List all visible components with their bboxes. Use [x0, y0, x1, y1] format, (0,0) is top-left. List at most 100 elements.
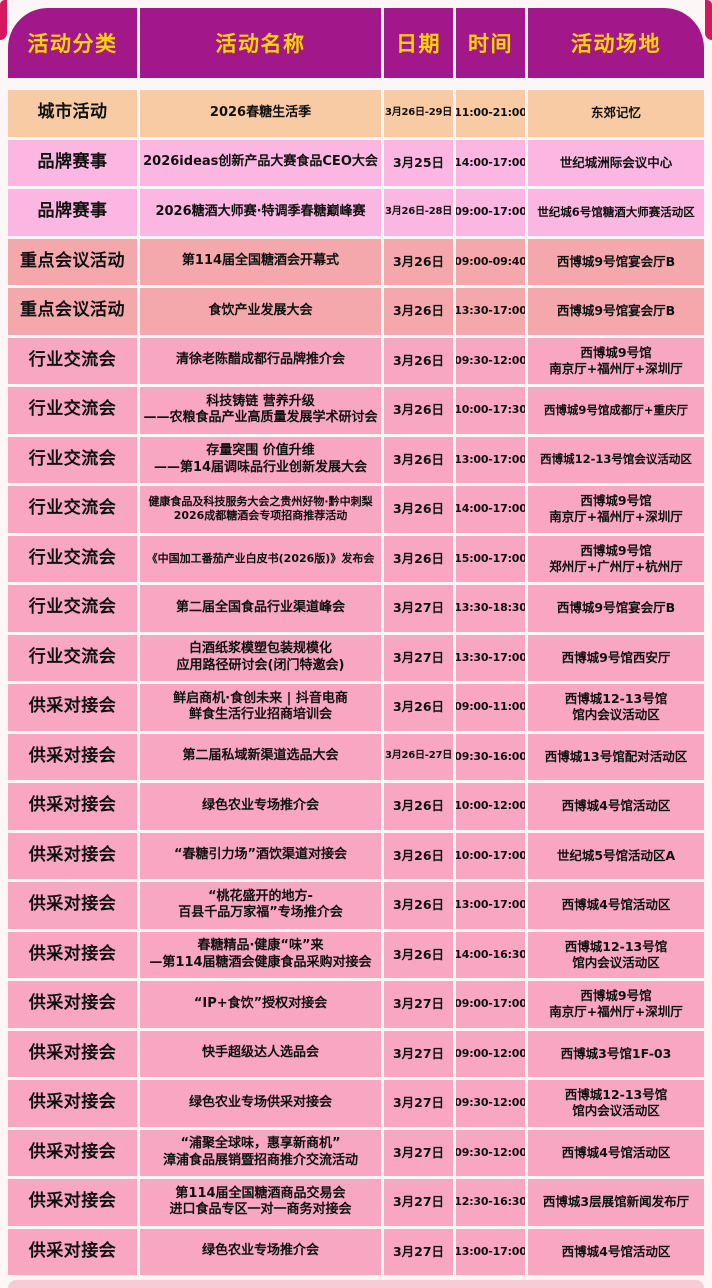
- date-cell: 3月26日: [384, 486, 453, 533]
- date-cell: 3月26日-29日: [384, 90, 453, 137]
- table-row: 供采对接会 第二届私域新渠道选品大会 3月26日-27日 09:30-16:00 西博城…: [8, 733, 704, 780]
- name-cell: 绿色农业专场供采对接会: [140, 1080, 381, 1127]
- name-cell: 白酒纸浆模塑包装规模化 应用路径研讨会(闭门特邀会): [140, 634, 381, 681]
- time-cell: 09:30-12:00: [456, 337, 525, 384]
- name-cell: 2026春糖生活季: [140, 90, 381, 137]
- name-cell: 第二届私域新渠道选品大会: [140, 733, 381, 780]
- name-cell: 第二届全国食品行业渠道峰会: [140, 585, 381, 632]
- venue-cell: 西博城4号馆活动区: [528, 1129, 704, 1176]
- venue-cell: 西博城9号馆宴会厅B: [528, 238, 704, 285]
- time-cell: 11:00-21:00: [456, 90, 525, 137]
- time-cell: 13:00-17:00: [456, 1228, 525, 1275]
- date-cell: 3月26日: [384, 337, 453, 384]
- date-cell: 3月26日-28日: [384, 189, 453, 236]
- table-body: 城市活动 2026春糖生活季 3月26日-29日 11:00-21:00 东郊记忆 品牌赛…: [8, 90, 704, 1275]
- name-cell: 绿色农业专场推介会: [140, 783, 381, 830]
- name-cell: “春糖引力场”酒饮渠道对接会: [140, 832, 381, 879]
- table-row: 供采对接会 鲜启商机·食创未来 | 抖音电商 鲜食生活行业招商培训会 3月26日 09…: [8, 684, 704, 731]
- time-cell: 13:00-17:00: [456, 882, 525, 929]
- time-cell: 13:30-17:00: [456, 634, 525, 681]
- name-cell: 绿色农业专场推介会: [140, 1228, 381, 1275]
- category-cell: 供采对接会: [8, 1030, 137, 1077]
- header-cell-venue: 活动场地: [528, 8, 704, 78]
- venue-cell: 世纪城6号馆糖酒大师赛活动区: [528, 189, 704, 236]
- time-cell: 09:00-11:00: [456, 684, 525, 731]
- table-row: 供采对接会 “浦聚全球味，惠享新商机” 漳浦食品展销暨招商推介交流活动 3月27日 0…: [8, 1129, 704, 1176]
- table-row: 行业交流会 清徐老陈醋成都行品牌推介会 3月26日 09:30-12:00 西博城9号馆…: [8, 337, 704, 384]
- date-cell: 3月27日: [384, 981, 453, 1028]
- time-cell: 14:00-17:00: [456, 139, 525, 186]
- venue-cell: 西博城12-13号馆 馆内会议活动区: [528, 931, 704, 978]
- time-cell: 10:00-17:30: [456, 387, 525, 434]
- time-cell: 10:00-12:00: [456, 783, 525, 830]
- venue-cell: 西博城9号馆 南京厅+福州厅+深圳厅: [528, 486, 704, 533]
- name-cell: 存量突围 价值升维 ——第14届调味品行业创新发展大会: [140, 436, 381, 483]
- event-schedule-table: 活动分类 活动名称 日期 时间 活动场地 城市活动 2026春糖生活季 3月26日-…: [8, 8, 704, 1275]
- date-cell: 3月26日: [384, 684, 453, 731]
- date-cell: 3月27日: [384, 585, 453, 632]
- venue-cell: 西博城9号馆 南京厅+福州厅+深圳厅: [528, 981, 704, 1028]
- date-cell: 3月26日: [384, 387, 453, 434]
- date-cell: 3月26日: [384, 535, 453, 582]
- table-row: 行业交流会 科技铸链 营养升级 ——农粮食品产业高质量发展学术研讨会 3月26日 10…: [8, 387, 704, 434]
- date-cell: 3月27日: [384, 1030, 453, 1077]
- venue-cell: 世纪城洲际会议中心: [528, 139, 704, 186]
- time-cell: 09:00-17:00: [456, 981, 525, 1028]
- name-cell: “IP+食饮”授权对接会: [140, 981, 381, 1028]
- category-cell: 供采对接会: [8, 931, 137, 978]
- category-cell: 供采对接会: [8, 684, 137, 731]
- category-cell: 行业交流会: [8, 337, 137, 384]
- table-row: 供采对接会 “IP+食饮”授权对接会 3月27日 09:00-17:00 西博城9号馆 …: [8, 981, 704, 1028]
- category-cell: 行业交流会: [8, 486, 137, 533]
- venue-cell: 西博城4号馆活动区: [528, 1228, 704, 1275]
- venue-cell: 西博城9号馆 南京厅+福州厅+深圳厅: [528, 337, 704, 384]
- date-cell: 3月27日: [384, 1179, 453, 1226]
- category-cell: 品牌赛事: [8, 189, 137, 236]
- table-row: 供采对接会 绿色农业专场推介会 3月27日 13:00-17:00 西博城4号馆活动区: [8, 1228, 704, 1275]
- time-cell: 14:00-16:30: [456, 931, 525, 978]
- table-row: 品牌赛事 2026ideas创新产品大赛食品CEO大会 3月25日 14:00-17:…: [8, 139, 704, 186]
- name-cell: 第114届全国糖酒会开幕式: [140, 238, 381, 285]
- header-cell-date: 日期: [384, 8, 453, 78]
- time-cell: 15:00-17:00: [456, 535, 525, 582]
- table-row: 供采对接会 春糖精品·健康“味”来 —第114届糖酒会健康食品采购对接会 3月26日…: [8, 931, 704, 978]
- venue-cell: 世纪城5号馆活动区A: [528, 832, 704, 879]
- venue-cell: 西博城12-13号馆 馆内会议活动区: [528, 684, 704, 731]
- date-cell: 3月26日: [384, 783, 453, 830]
- time-cell: 09:30-12:00: [456, 1080, 525, 1127]
- name-cell: 科技铸链 营养升级 ——农粮食品产业高质量发展学术研讨会: [140, 387, 381, 434]
- table-row: 行业交流会 《中国加工番茄产业白皮书(2026版)》发布会 3月26日 15:00-1…: [8, 535, 704, 582]
- category-cell: 行业交流会: [8, 535, 137, 582]
- name-cell: 第114届全国糖酒商品交易会 进口食品专区一对一商务对接会: [140, 1179, 381, 1226]
- name-cell: 清徐老陈醋成都行品牌推介会: [140, 337, 381, 384]
- date-cell: 3月26日: [384, 436, 453, 483]
- category-cell: 供采对接会: [8, 1129, 137, 1176]
- venue-cell: 西博城12-13号馆会议活动区: [528, 436, 704, 483]
- date-cell: 3月27日: [384, 1080, 453, 1127]
- time-cell: 09:30-16:00: [456, 733, 525, 780]
- venue-cell: 西博城13号馆配对活动区: [528, 733, 704, 780]
- venue-cell: 西博城9号馆 郑州厅+广州厅+杭州厅: [528, 535, 704, 582]
- time-cell: 13:30-17:00: [456, 288, 525, 335]
- name-cell: 2026ideas创新产品大赛食品CEO大会: [140, 139, 381, 186]
- category-cell: 行业交流会: [8, 585, 137, 632]
- header-cell-name: 活动名称: [140, 8, 381, 78]
- date-cell: 3月26日-27日: [384, 733, 453, 780]
- category-cell: 供采对接会: [8, 1179, 137, 1226]
- corner-decoration-right: [705, 0, 712, 40]
- table-row: 行业交流会 白酒纸浆模塑包装规模化 应用路径研讨会(闭门特邀会) 3月27日 13:3…: [8, 634, 704, 681]
- table-row: 行业交流会 健康食品及科技服务大会之贵州好物·黔中刺梨 2026成都糖酒会专项招商…: [8, 486, 704, 533]
- header-cell-category: 活动分类: [8, 8, 137, 78]
- date-cell: 3月27日: [384, 634, 453, 681]
- venue-cell: 西博城4号馆活动区: [528, 783, 704, 830]
- time-cell: 09:30-12:00: [456, 1129, 525, 1176]
- time-cell: 09:00-09:40: [456, 238, 525, 285]
- date-cell: 3月26日: [384, 238, 453, 285]
- time-cell: 13:00-17:00: [456, 436, 525, 483]
- date-cell: 3月26日: [384, 288, 453, 335]
- time-cell: 09:00-12:00: [456, 1030, 525, 1077]
- date-cell: 3月25日: [384, 139, 453, 186]
- name-cell: 健康食品及科技服务大会之贵州好物·黔中刺梨 2026成都糖酒会专项招商推荐活动: [140, 486, 381, 533]
- footer-band: [8, 1280, 704, 1288]
- table-row: 供采对接会 第114届全国糖酒商品交易会 进口食品专区一对一商务对接会 3月27日 1…: [8, 1179, 704, 1226]
